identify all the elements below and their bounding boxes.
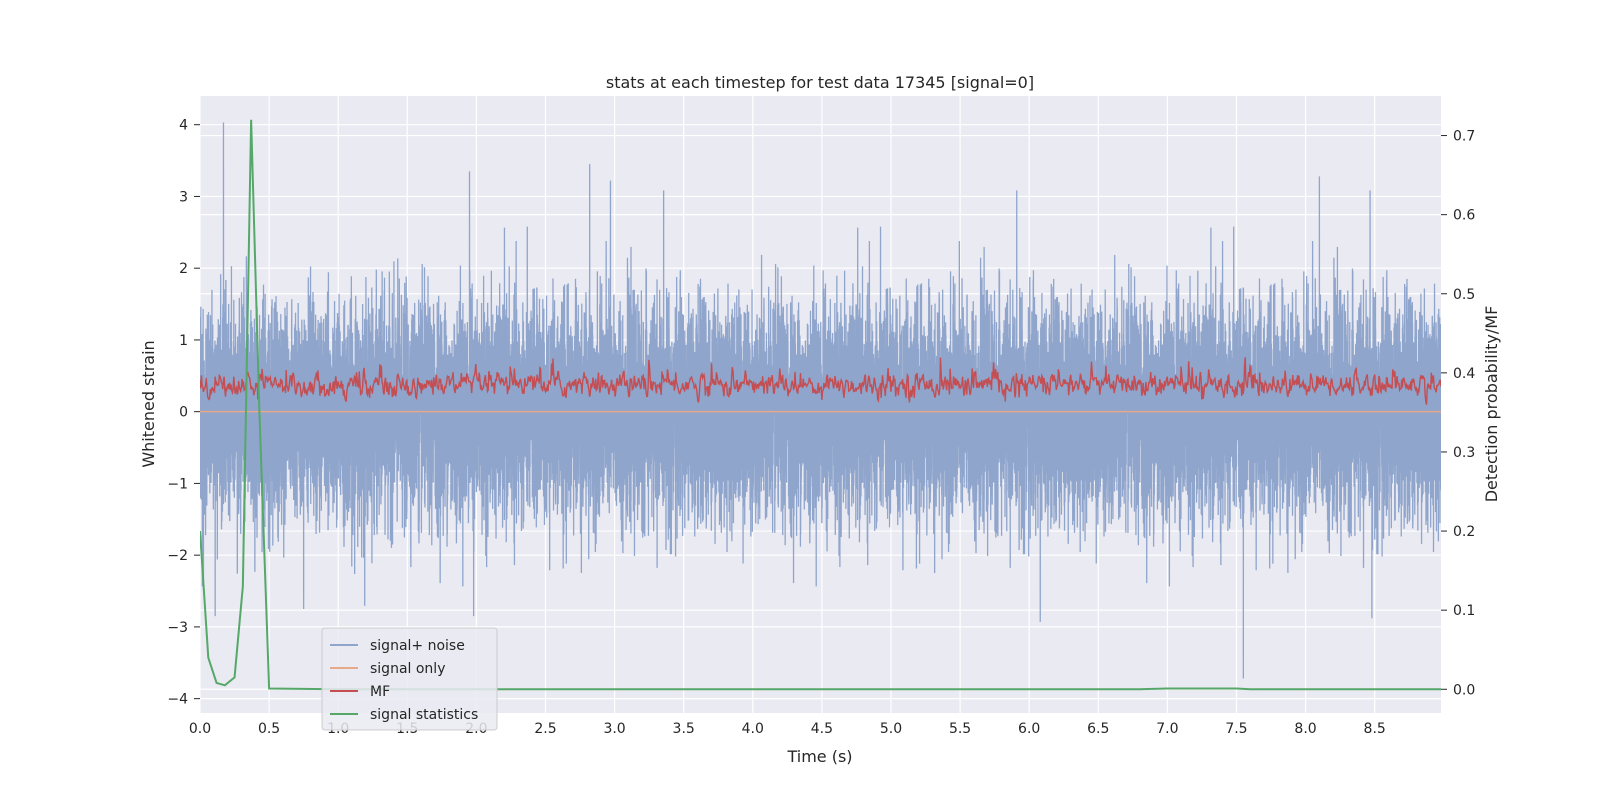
y-tick-label: 2 xyxy=(179,261,188,277)
x-tick-label: 8.5 xyxy=(1364,721,1386,737)
y-tick-label: 4 xyxy=(179,118,188,134)
x-tick-label: 8.0 xyxy=(1294,721,1316,737)
x-axis-label: Time (s) xyxy=(786,747,852,766)
y-right-tick-label: 0.4 xyxy=(1453,366,1475,382)
series-mf-line xyxy=(200,357,1441,405)
x-tick-label: 6.0 xyxy=(1018,721,1040,737)
y-tick-label: −4 xyxy=(167,692,188,708)
legend-label: signal statistics xyxy=(370,707,478,723)
y-tick-label: 3 xyxy=(179,189,188,205)
y-right-tick-label: 0.3 xyxy=(1453,445,1475,461)
y-right-tick-label: 0.0 xyxy=(1453,682,1475,698)
y-tick-label: 1 xyxy=(179,333,188,349)
x-tick-label: 6.5 xyxy=(1087,721,1109,737)
y-right-tick-label: 0.2 xyxy=(1453,524,1475,540)
x-tick-label: 5.5 xyxy=(949,721,971,737)
y-right-tick-label: 0.6 xyxy=(1453,208,1475,224)
x-tick-label: 0.0 xyxy=(189,721,211,737)
y-tick-label: 0 xyxy=(179,405,188,421)
legend-label: signal+ noise xyxy=(370,638,465,654)
x-tick-label: 2.5 xyxy=(534,721,556,737)
x-tick-label: 4.0 xyxy=(742,721,764,737)
y-tick-label: −1 xyxy=(167,476,188,492)
series-layer xyxy=(200,119,1441,691)
x-tick-label: 7.5 xyxy=(1225,721,1247,737)
legend-label: MF xyxy=(370,684,390,700)
y-right-tick-label: 0.7 xyxy=(1453,129,1475,145)
legend-label: signal only xyxy=(370,661,445,677)
y-tick-label: −3 xyxy=(167,620,188,636)
legend-box xyxy=(321,627,498,731)
y-axis-right: 0.7 0.6 0.5 0.4 0.3 0.2 0.1 0.0 xyxy=(1441,129,1475,698)
x-tick-label: 3.5 xyxy=(673,721,695,737)
x-tick-label: 0.5 xyxy=(258,721,280,737)
y-axis-label: Whitened strain xyxy=(139,340,158,467)
chart-title: stats at each timestep for test data 173… xyxy=(606,73,1034,92)
legend: signal+ noise signal only MF signal statist… xyxy=(321,627,498,731)
x-tick-label: 3.0 xyxy=(603,721,625,737)
x-tick-label: 7.0 xyxy=(1156,721,1178,737)
x-tick-label: 4.5 xyxy=(811,721,833,737)
y-right-tick-label: 0.5 xyxy=(1453,287,1475,303)
y-tick-label: −2 xyxy=(167,548,188,564)
x-axis: 0.00.51.01.52.02.53.03.54.04.55.05.56.06… xyxy=(189,721,1386,737)
y-axis-right-label: Detection probability/MF xyxy=(1482,306,1501,503)
x-tick-label: 5.0 xyxy=(880,721,902,737)
series-signal-noise-line xyxy=(200,122,1441,679)
y-right-tick-label: 0.1 xyxy=(1453,603,1475,619)
y-axis-left: 4 3 2 1 0 −1 −2 −3 −4 xyxy=(167,118,200,708)
